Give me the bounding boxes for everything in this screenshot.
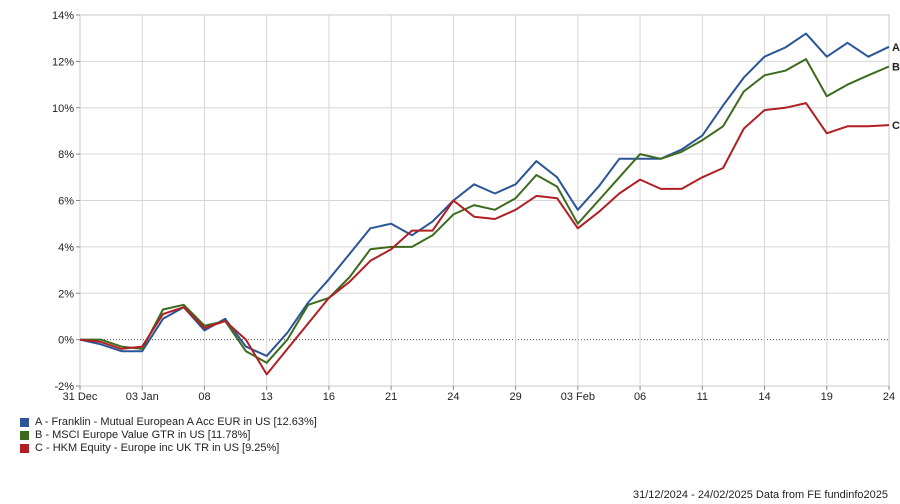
x-tick-label: 08 [198, 391, 210, 403]
x-tick-label: 11 [697, 391, 708, 403]
line-chart: -2% 0% 2% 4% 6% 8% 10% 12% 14% 31 Dec 03 Jan 08 13 16… [52, 10, 900, 403]
x-tick-label: 03 Jan [126, 391, 159, 403]
series-line-b [80, 58, 890, 364]
grid-lines [79, 14, 890, 387]
series-line-a [79, 32, 890, 357]
series-end-label-b: B [892, 61, 900, 73]
series-line-c [79, 102, 890, 376]
legend-label-c: C - HKM Equity - Europe inc UK TR in US … [35, 442, 280, 454]
y-tick-label: 2% [58, 288, 74, 300]
legend-swatch-c [20, 444, 29, 453]
series-end-label-a: A [892, 42, 900, 54]
legend-item-a: A - Franklin - Mutual European A Acc EUR… [20, 416, 317, 429]
y-tick-label: 12% [52, 56, 74, 68]
series-lines [79, 32, 890, 376]
x-tick-label: 14 [758, 391, 770, 403]
x-tick-label: 06 [634, 391, 646, 403]
x-tick-label: 19 [821, 391, 833, 403]
x-tick-label: 13 [261, 391, 273, 403]
y-tick-label: -2% [54, 381, 74, 393]
legend-label-b: B - MSCI Europe Value GTR in US [11.78%] [35, 429, 251, 441]
legend-item-b: B - MSCI Europe Value GTR in US [11.78%] [20, 429, 317, 442]
y-tick-label: 4% [58, 242, 74, 254]
axes [76, 14, 890, 390]
x-tick-label: 29 [509, 391, 521, 403]
legend-swatch-a [20, 418, 29, 427]
legend: A - Franklin - Mutual European A Acc EUR… [20, 416, 317, 455]
x-tick-label: 21 [385, 391, 397, 403]
tick-labels: -2% 0% 2% 4% 6% 8% 10% 12% 14% 31 Dec 03 Jan 08 13 16… [52, 10, 900, 403]
y-tick-label: 10% [52, 103, 74, 115]
x-tick-label: 24 [447, 391, 459, 403]
legend-label-a: A - Franklin - Mutual European A Acc EUR… [35, 416, 317, 428]
legend-swatch-b [20, 431, 29, 440]
y-tick-label: 14% [52, 10, 74, 22]
data-source-footer: 31/12/2024 - 24/02/2025 Data from FE fun… [632, 489, 888, 501]
x-tick-label: 16 [323, 391, 335, 403]
y-tick-label: 8% [58, 149, 74, 161]
x-tick-label: 24 [883, 391, 895, 403]
x-tick-label: 31 Dec [63, 391, 98, 403]
x-tick-label: 03 Feb [561, 391, 595, 403]
y-tick-label: 0% [58, 335, 74, 347]
y-tick-label: 6% [58, 196, 74, 208]
series-end-label-c: C [892, 120, 900, 132]
legend-item-c: C - HKM Equity - Europe inc UK TR in US … [20, 442, 317, 455]
